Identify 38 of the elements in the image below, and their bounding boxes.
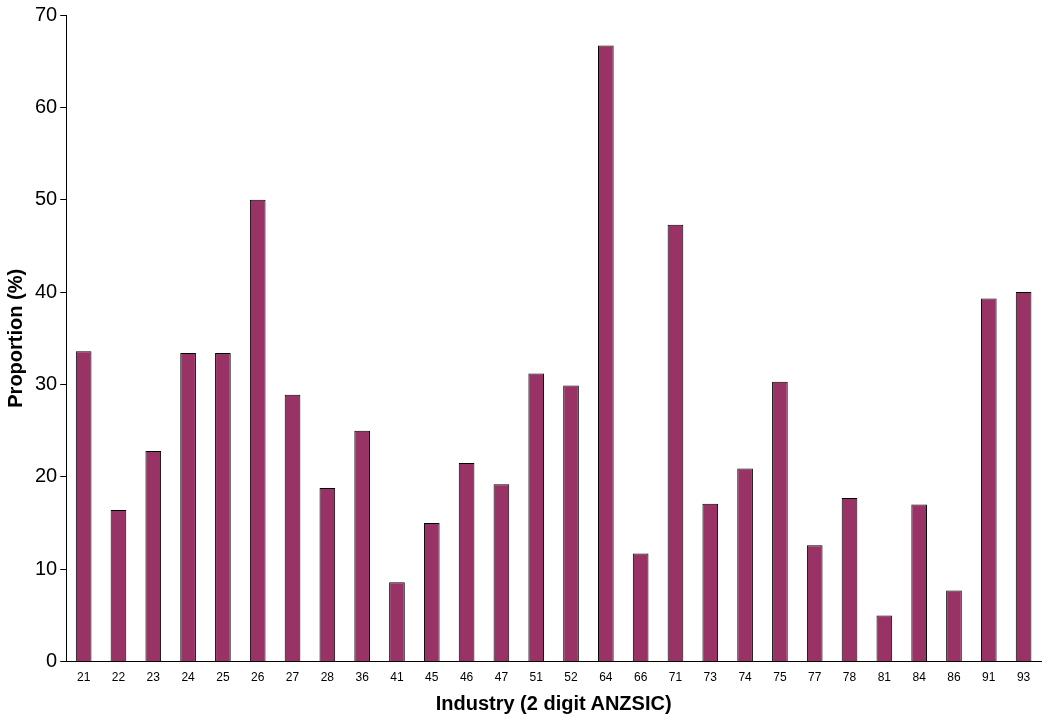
x-tick-label: 25 xyxy=(216,670,230,685)
y-tick-label: 50 xyxy=(35,187,58,210)
x-tick-label: 77 xyxy=(808,670,822,685)
x-tick-label: 73 xyxy=(703,670,718,685)
y-tick-label: 30 xyxy=(35,372,58,394)
y-tick-label: 0 xyxy=(46,649,58,672)
y-tick-label: 20 xyxy=(35,464,58,487)
y-axis-title: Proportion (%) xyxy=(3,268,26,408)
x-tick-label: 84 xyxy=(912,670,927,685)
y-tick-label: 60 xyxy=(35,94,58,117)
x-tick-label: 74 xyxy=(738,670,753,685)
x-tick-label: 81 xyxy=(877,670,892,685)
y-tick-label: 10 xyxy=(35,556,58,579)
x-tick-label: 71 xyxy=(668,670,683,685)
x-tick-label: 41 xyxy=(390,670,404,685)
x-tick-label: 36 xyxy=(355,670,370,685)
x-tick-label: 66 xyxy=(633,670,648,685)
y-tick-label: 70 xyxy=(35,2,58,25)
x-tick-label: 45 xyxy=(425,670,439,685)
x-tick-label: 22 xyxy=(111,670,126,685)
x-tick-label: 26 xyxy=(251,670,265,685)
x-tick-label: 27 xyxy=(285,670,300,685)
x-tick-label: 28 xyxy=(320,670,335,685)
x-axis-title: Industry (2 digit ANZSIC) xyxy=(435,691,672,714)
x-tick-label: 24 xyxy=(181,670,196,685)
x-tick-label: 23 xyxy=(146,670,161,685)
x-tick-label: 46 xyxy=(459,670,474,685)
x-tick-label: 21 xyxy=(76,670,91,685)
x-tick-label: 93 xyxy=(1016,670,1031,685)
x-tick-label: 47 xyxy=(494,670,509,685)
x-tick-label: 91 xyxy=(982,670,996,685)
x-tick-label: 86 xyxy=(947,670,961,685)
x-tick-label: 51 xyxy=(529,670,544,685)
x-tick-label: 78 xyxy=(842,670,857,685)
x-tick-label: 64 xyxy=(599,670,613,685)
x-tick-label: 75 xyxy=(773,670,787,685)
y-tick-label: 40 xyxy=(35,279,58,302)
x-tick-label: 52 xyxy=(564,670,579,685)
